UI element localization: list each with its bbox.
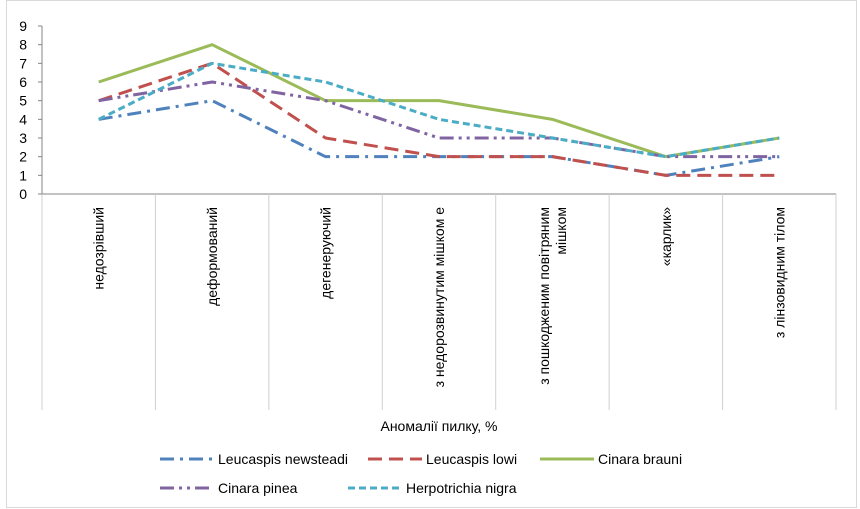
category-label: деформований [204, 207, 220, 306]
category-label-line: дегенеруючий [318, 207, 334, 299]
category-label-line: з пошкодженим повітряним [536, 207, 552, 385]
category-label-line: з недорозвинутим мішком е [431, 207, 447, 388]
axes [41, 26, 837, 410]
series-line [98, 61, 780, 159]
category-label: «карлик» [658, 207, 674, 266]
y-tick-label: 2 [19, 149, 27, 165]
category-label: з пошкодженим повітряним мішком [536, 207, 569, 385]
category-label-line: «карлик» [658, 207, 674, 266]
category-label: з недорозвинутим мішком е [431, 207, 447, 388]
legend: Leucaspis newsteadi Leucaspis lowi Cinara … [160, 451, 682, 496]
y-tick-label: 3 [19, 130, 27, 146]
y-tick-label: 0 [19, 186, 27, 202]
y-tick-label: 5 [19, 93, 27, 109]
legend-label: Leucaspis newsteadi [218, 451, 348, 467]
legend-item: Leucaspis lowi [368, 451, 517, 467]
legend-item: Cinara pinea [160, 480, 298, 496]
legend-label: Cinara brauni [598, 451, 682, 467]
y-tick-label: 4 [19, 111, 27, 127]
y-tick-label: 1 [19, 167, 27, 183]
y-tick-label: 8 [19, 37, 27, 53]
series-line [98, 99, 780, 177]
series-line [98, 80, 780, 159]
legend-label: Herpotrichia nigra [406, 480, 517, 496]
category-label-line: недозрівший [91, 207, 107, 290]
series-lines [98, 43, 780, 177]
category-label: недозрівший [91, 207, 107, 290]
category-label-line: мішком [553, 207, 569, 255]
x-axis-categories: недозрівший деформований дегенеруючий з нед… [91, 207, 788, 388]
category-label: з лінзовидним тілом [771, 207, 787, 338]
y-tick-label: 6 [19, 74, 27, 90]
legend-label: Leucaspis lowi [426, 451, 517, 467]
legend-label: Cinara pinea [218, 480, 298, 496]
y-axis-ticks: 0 1 2 3 4 5 6 7 8 9 [19, 18, 42, 202]
series-line [98, 43, 780, 159]
x-axis-title: Аномалії пилку, % [380, 418, 497, 434]
y-tick-label: 9 [19, 18, 27, 34]
category-label: дегенеруючий [318, 207, 334, 299]
category-label-line: деформований [204, 207, 220, 306]
y-tick-label: 7 [19, 55, 27, 71]
legend-item: Herpotrichia nigra [348, 480, 517, 496]
legend-item: Leucaspis newsteadi [160, 451, 348, 467]
legend-item: Cinara brauni [540, 451, 682, 467]
category-label-line: з лінзовидним тілом [771, 207, 787, 338]
series-line [98, 61, 780, 177]
